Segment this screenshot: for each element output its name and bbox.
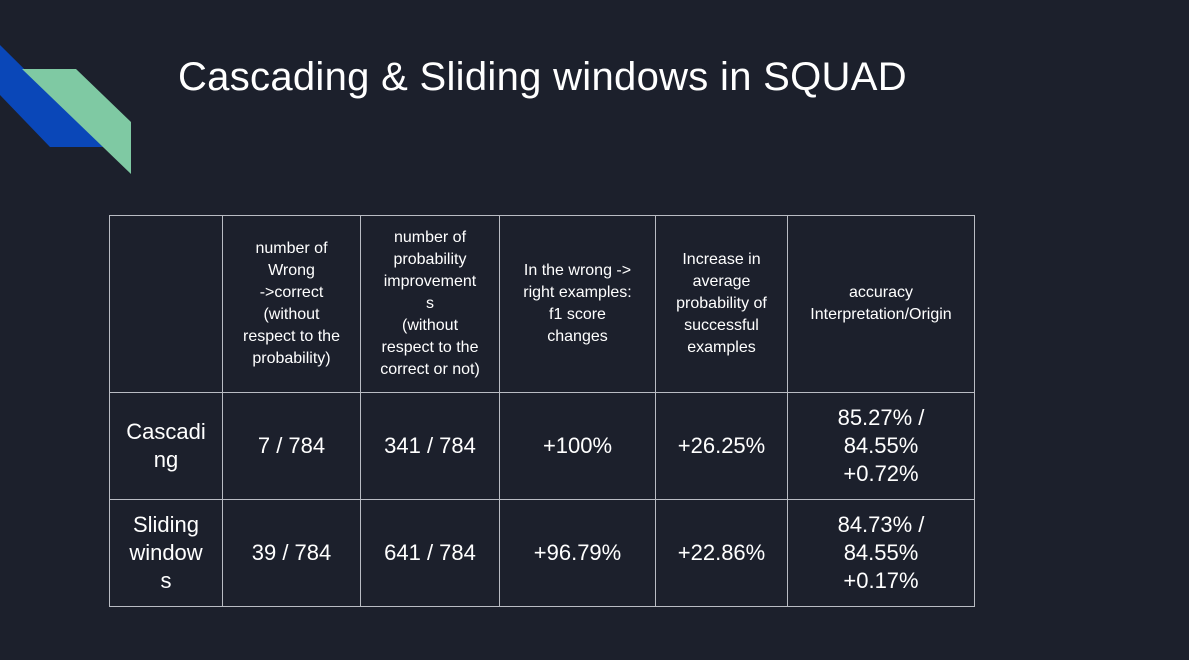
wrong-to-correct-cell: 39 / 784: [222, 499, 361, 607]
f1-change-cell: +96.79%: [499, 499, 656, 607]
table-row-sliding-windows: Sliding window s 39 / 784 641 / 784 +96.…: [109, 499, 975, 607]
header-label: accuracy Interpretation/Origin: [810, 284, 952, 323]
header-label: In the wrong -> right examples: f1 score…: [523, 262, 632, 345]
header-label: Increase in average probability of succe…: [676, 251, 767, 356]
accuracy-cell: 85.27% / 84.55% +0.72%: [787, 392, 975, 500]
corner-decoration: [0, 45, 131, 174]
avg-prob-increase-cell: +22.86%: [655, 499, 788, 607]
row-label: Cascadi ng: [126, 419, 206, 472]
slide-title: Cascading & Sliding windows in SQUAD: [178, 55, 907, 99]
accuracy-cell: 84.73% / 84.55% +0.17%: [787, 499, 975, 607]
avg-prob-increase-cell: +26.25%: [655, 392, 788, 500]
row-label-cell: Cascadi ng: [109, 392, 223, 500]
green-stripe-shape: [22, 69, 131, 174]
header-cell-f1-change: In the wrong -> right examples: f1 score…: [499, 215, 656, 393]
table-row-cascading: Cascadi ng 7 / 784 341 / 784 +100% +26.2…: [109, 392, 975, 500]
wrong-to-correct-cell: 7 / 784: [222, 392, 361, 500]
prob-improvements-cell: 641 / 784: [360, 499, 500, 607]
results-table: number of Wrong ->correct (without respe…: [109, 215, 975, 607]
header-cell-wrong-to-correct: number of Wrong ->correct (without respe…: [222, 215, 361, 393]
header-cell-empty: [109, 215, 223, 393]
header-cell-accuracy: accuracy Interpretation/Origin: [787, 215, 975, 393]
header-cell-prob-improvements: number of probability improvement s (wit…: [360, 215, 500, 393]
table-header-row: number of Wrong ->correct (without respe…: [109, 215, 975, 393]
row-label-cell: Sliding window s: [109, 499, 223, 607]
header-cell-avg-prob-increase: Increase in average probability of succe…: [655, 215, 788, 393]
f1-change-cell: +100%: [499, 392, 656, 500]
header-label: number of Wrong ->correct (without respe…: [243, 240, 340, 367]
prob-improvements-cell: 341 / 784: [360, 392, 500, 500]
row-label: Sliding window s: [129, 512, 203, 593]
header-label: number of probability improvement s (wit…: [380, 229, 480, 378]
